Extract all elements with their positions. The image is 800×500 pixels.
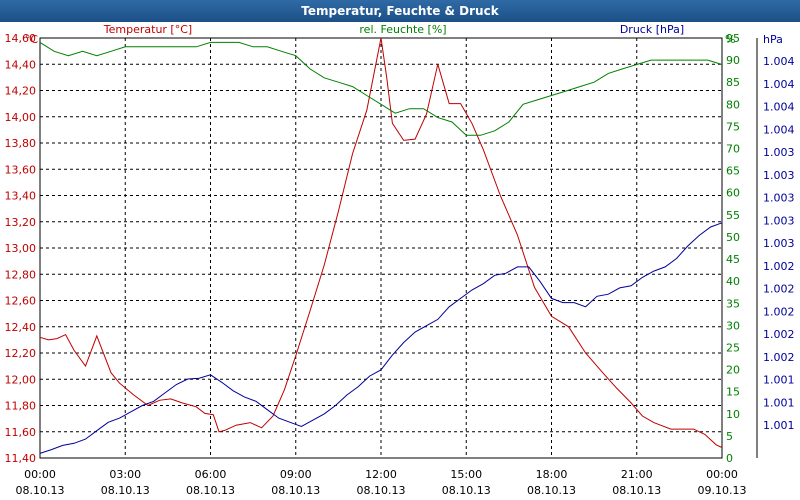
humidity-tick-label: 50 [726,231,740,244]
x-tick-time-label: 15:00 [450,468,482,481]
temperature-tick-label: 11,60 [5,426,37,439]
temperature-tick-label: 11,40 [5,452,37,465]
temperature-tick-label: 13,00 [5,242,37,255]
x-tick-time-label: 06:00 [195,468,227,481]
humidity-tick-label: 40 [726,275,740,288]
pressure-tick-label: 1.001 [763,396,795,409]
humidity-tick-label: 90 [726,54,740,67]
temperature-tick-label: 14,00 [5,111,37,124]
humidity-tick-label: 35 [726,297,740,310]
humidity-tick-label: 65 [726,165,740,178]
chart-title: Temperatur, Feuchte & Druck [0,0,800,22]
x-tick-time-label: 12:00 [365,468,397,481]
pressure-tick-label: 1.003 [763,146,795,159]
x-tick-date-label: 09.10.13 [698,484,747,497]
x-tick-date-label: 08.10.13 [612,484,661,497]
x-tick-date-label: 08.10.13 [101,484,150,497]
pressure-line [39,222,723,454]
temperature-tick-label: 11,80 [5,400,37,413]
pressure-tick-label: 1.001 [763,374,795,387]
x-tick-date-label: 08.10.13 [271,484,320,497]
pressure-tick-label: 1.003 [763,192,795,205]
x-tick-time-label: 03:00 [109,468,141,481]
humidity-line [39,41,723,136]
humidity-tick-label: 70 [726,143,740,156]
x-tick-time-label: 09:00 [280,468,312,481]
x-tick-time-label: 00:00 [24,468,56,481]
humidity-tick-label: 15 [726,386,740,399]
humidity-tick-label: 30 [726,319,740,332]
temperature-axis-title: Temperatur [°C] [103,23,192,36]
pressure-tick-label: 1.003 [763,169,795,182]
pressure-axis-title: Druck [hPa] [620,23,684,36]
humidity-axis-title: rel. Feuchte [%] [359,23,446,36]
temperature-tick-label: 13,40 [5,190,37,203]
humidity-tick-label: 60 [726,187,740,200]
x-tick-time-label: 18:00 [536,468,568,481]
x-tick-time-label: 21:00 [621,468,653,481]
temperature-tick-label: 13,80 [5,137,37,150]
x-tick-date-label: 08.10.13 [357,484,406,497]
pressure-tick-label: 1.002 [763,328,795,341]
humidity-tick-label: 10 [726,408,740,421]
x-tick-date-label: 08.10.13 [442,484,491,497]
x-tick-date-label: 08.10.13 [527,484,576,497]
humidity-tick-label: 0 [726,452,733,465]
pressure-tick-label: 1.004 [763,123,795,136]
temperature-tick-label: 12,60 [5,295,37,308]
pressure-tick-label: 1.004 [763,101,795,114]
temperature-tick-label: 13,60 [5,163,37,176]
x-tick-date-label: 08.10.13 [16,484,65,497]
humidity-tick-label: 55 [726,209,740,222]
temperature-tick-label: 12,80 [5,268,37,281]
pressure-tick-label: 1.003 [763,214,795,227]
temperature-tick-label: 12,40 [5,321,37,334]
humidity-tick-label: 20 [726,364,740,377]
temperature-tick-label: 12,00 [5,373,37,386]
temperature-unit-label: °C [25,33,39,46]
humidity-tick-label: 85 [726,76,740,89]
humidity-tick-label: 80 [726,98,740,111]
pressure-tick-label: 1.004 [763,78,795,91]
temperature-tick-label: 14,60 [5,32,37,45]
temperature-tick-label: 14,20 [5,85,37,98]
pressure-tick-label: 1.002 [763,260,795,273]
pressure-tick-label: 1.002 [763,283,795,296]
pressure-tick-label: 1.002 [763,305,795,318]
humidity-tick-label: 5 [726,430,733,443]
humidity-unit-label: % [725,33,735,46]
humidity-tick-label: 25 [726,341,740,354]
humidity-tick-label: 95 [726,32,740,45]
x-tick-time-label: 00:00 [706,468,738,481]
temperature-tick-label: 14,40 [5,58,37,71]
temperature-line [39,37,723,448]
pressure-tick-label: 1.001 [763,419,795,432]
temperature-tick-label: 12,20 [5,347,37,360]
temperature-tick-label: 13,20 [5,216,37,229]
chart-plot: 14,60 14,40 14,20 14,00 13,80 13,60 13,40 13,20… [5,23,795,497]
humidity-tick-label: 75 [726,120,740,133]
x-tick-date-label: 08.10.13 [186,484,235,497]
pressure-tick-label: 1.002 [763,351,795,364]
pressure-tick-label: 1.004 [763,55,795,68]
humidity-tick-label: 45 [726,253,740,266]
pressure-unit-label: hPa [763,33,783,46]
pressure-tick-label: 1.003 [763,237,795,250]
